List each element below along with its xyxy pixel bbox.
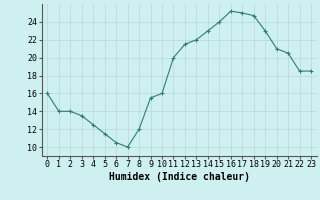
X-axis label: Humidex (Indice chaleur): Humidex (Indice chaleur): [109, 172, 250, 182]
